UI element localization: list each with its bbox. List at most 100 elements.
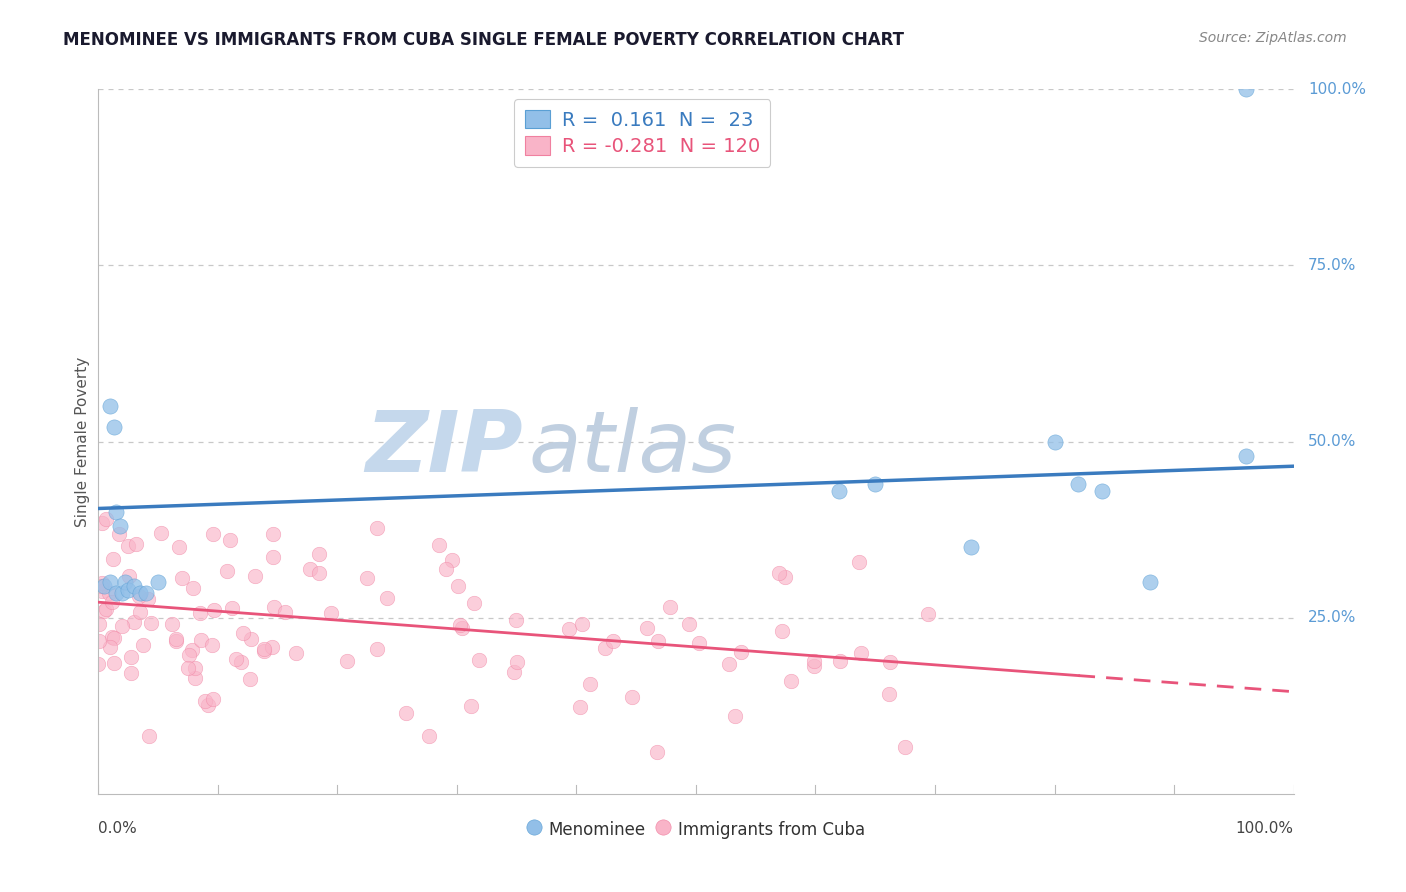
Point <box>253 641 276 656</box>
Point <box>103 631 125 645</box>
Point <box>100 630 122 644</box>
Point <box>262 550 284 565</box>
Point <box>124 579 146 593</box>
Point <box>165 634 187 648</box>
Point <box>463 596 485 610</box>
Text: 100.0%: 100.0% <box>1308 82 1365 96</box>
Point <box>558 622 581 636</box>
Point <box>1139 575 1161 590</box>
Point <box>98 399 122 413</box>
Point <box>98 640 121 655</box>
Point <box>129 586 152 600</box>
Point <box>1234 82 1257 96</box>
Point <box>148 575 170 590</box>
Point <box>138 592 160 607</box>
Point <box>167 540 190 554</box>
Point <box>97 586 120 600</box>
Point <box>221 600 243 615</box>
Point <box>91 576 114 591</box>
Point <box>285 646 308 660</box>
Point <box>129 605 152 619</box>
Point <box>204 603 226 617</box>
Point <box>828 654 851 668</box>
Point <box>132 639 155 653</box>
Point <box>103 420 125 434</box>
Point <box>105 505 128 519</box>
Point <box>184 671 207 685</box>
Point <box>98 575 122 590</box>
Point <box>336 654 359 668</box>
Point <box>308 547 330 561</box>
Point <box>441 553 464 567</box>
Point <box>239 673 262 687</box>
Text: 0.0%: 0.0% <box>98 821 138 836</box>
Point <box>117 582 139 597</box>
Point <box>429 537 451 551</box>
Point <box>568 699 591 714</box>
Point <box>232 626 254 640</box>
Point <box>688 635 710 649</box>
Point <box>165 632 187 647</box>
Point <box>730 645 752 659</box>
Point <box>828 483 851 498</box>
Point <box>803 654 825 668</box>
Point <box>506 655 529 669</box>
Point <box>87 657 110 671</box>
Point <box>170 571 193 585</box>
Point <box>201 638 224 652</box>
Point <box>770 624 793 638</box>
Point <box>299 562 322 576</box>
Point <box>418 729 440 743</box>
Point <box>308 566 330 580</box>
Point <box>877 687 900 701</box>
Point <box>321 606 343 620</box>
Point <box>467 653 489 667</box>
Point <box>593 640 616 655</box>
Point <box>647 633 669 648</box>
Text: ZIP: ZIP <box>366 407 523 490</box>
Point <box>579 677 602 691</box>
Point <box>768 566 790 581</box>
Point <box>434 562 457 576</box>
Point <box>848 555 870 569</box>
Point <box>375 591 398 605</box>
Point <box>124 615 146 630</box>
Point <box>366 641 388 656</box>
Point <box>138 729 160 743</box>
Point <box>253 644 276 658</box>
Point <box>917 607 939 622</box>
Point <box>128 589 150 603</box>
Point <box>217 564 239 578</box>
Point <box>879 655 901 669</box>
Point <box>219 533 242 547</box>
Point <box>960 541 983 555</box>
Point <box>225 651 247 665</box>
Text: 50.0%: 50.0% <box>1308 434 1357 449</box>
Point <box>1043 434 1066 449</box>
Point <box>117 539 139 553</box>
Point <box>571 617 593 632</box>
Point <box>120 650 142 665</box>
Point <box>229 655 252 669</box>
Point <box>105 586 128 600</box>
Point <box>93 579 115 593</box>
Point <box>658 600 681 615</box>
Point <box>111 586 134 600</box>
Point <box>602 633 624 648</box>
Point <box>621 690 644 704</box>
Point <box>101 552 124 566</box>
Point <box>503 665 526 679</box>
Point <box>645 745 668 759</box>
Point <box>149 526 172 541</box>
Point <box>177 661 200 675</box>
Point <box>718 657 741 672</box>
Point <box>366 521 388 535</box>
Point <box>894 740 917 755</box>
Point <box>103 656 125 670</box>
Point <box>262 527 284 541</box>
Point <box>1091 483 1114 498</box>
Point <box>449 618 471 632</box>
Point <box>865 476 887 491</box>
Point <box>678 617 700 632</box>
Point <box>135 586 157 600</box>
